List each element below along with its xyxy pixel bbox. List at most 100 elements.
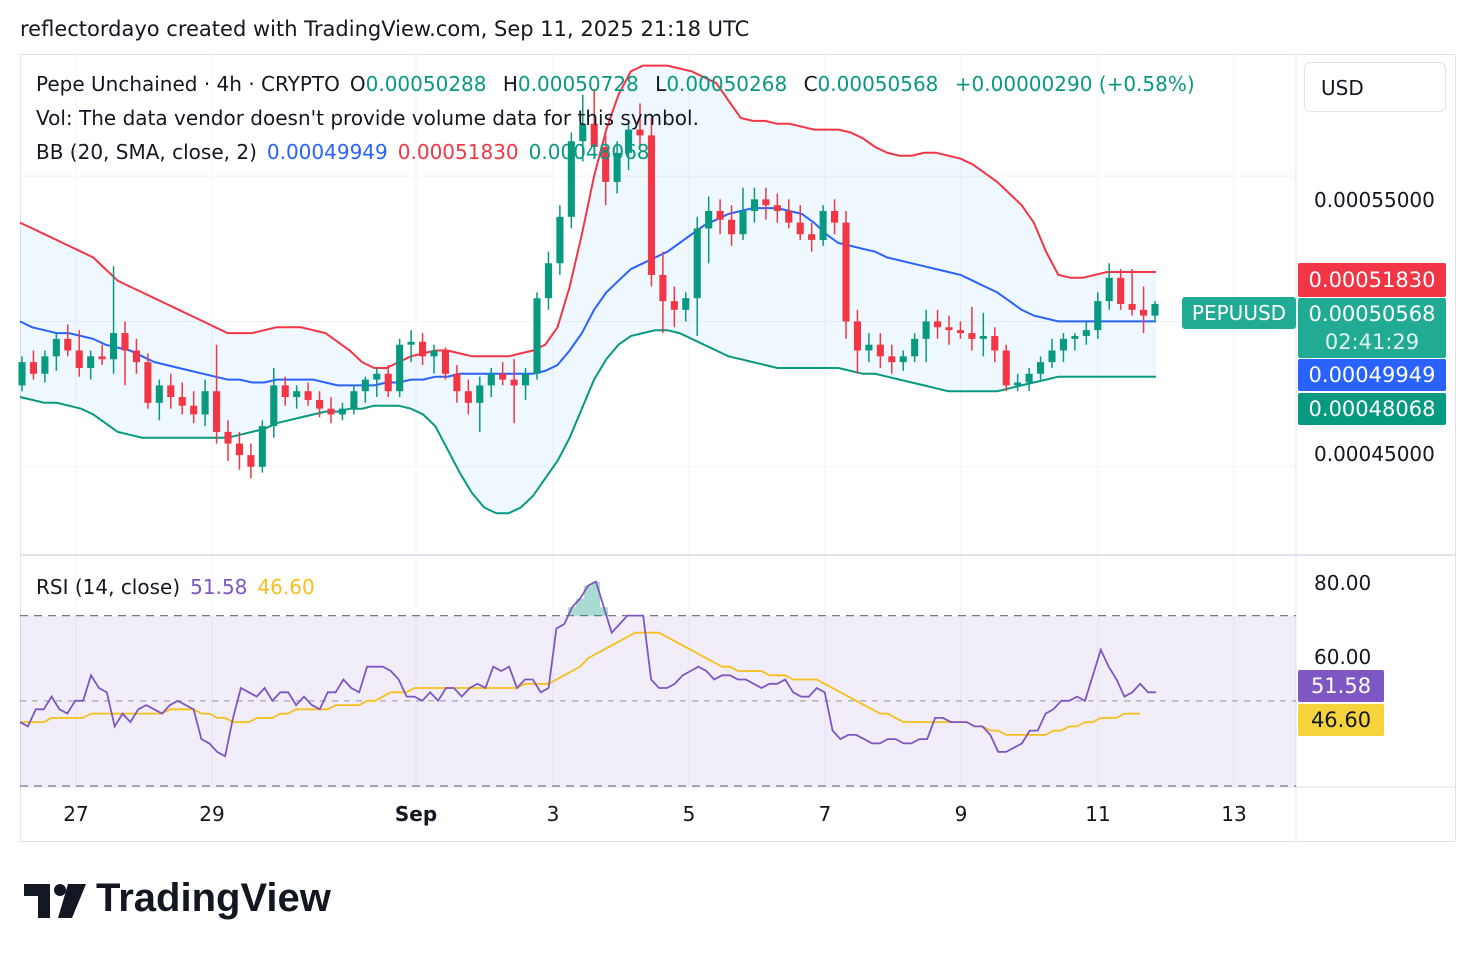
time-tick-label: 29	[199, 802, 225, 826]
candle-body	[956, 330, 964, 334]
candle-body	[258, 426, 266, 467]
candle-body	[716, 210, 724, 220]
candle-body	[876, 344, 884, 357]
time-tick-label: 13	[1221, 802, 1247, 826]
candle-body	[842, 222, 850, 322]
candle-body	[1151, 304, 1159, 316]
time-tick-label: Sep	[394, 802, 438, 826]
legend-rsi-label: RSI (14, close)	[36, 575, 181, 599]
candle-body	[510, 379, 518, 386]
candle-body	[750, 199, 758, 211]
rsi-value-tag: 51.58	[1298, 670, 1384, 702]
candle-body	[945, 327, 953, 331]
last-price-value: 0.00050568	[1308, 302, 1436, 326]
currency-selector[interactable]: USD	[1304, 62, 1446, 112]
candle-body	[1105, 277, 1113, 302]
time-tick-label: 27	[63, 802, 89, 826]
candle-body	[934, 321, 942, 328]
legend-bb-lower: 0.00048068	[528, 140, 650, 164]
bb-basis-line	[19, 207, 1156, 387]
candle-body	[1094, 301, 1102, 331]
candle-body	[132, 350, 140, 363]
legend-volume-note: Vol: The data vendor doesn't provide vol…	[36, 106, 699, 130]
candle-body	[1082, 330, 1090, 336]
price-tick-high: 0.00055000	[1314, 188, 1435, 212]
candle-body	[247, 455, 255, 467]
bb-basis-price-tag: 0.00049949	[1298, 359, 1446, 391]
legend-open-label: O	[349, 72, 366, 96]
candle-body	[304, 391, 312, 400]
candle-body	[110, 333, 118, 360]
candle-body	[659, 274, 667, 302]
candle-body	[441, 350, 449, 374]
legend-high-label: H	[502, 72, 518, 96]
legend-bb-label: BB (20, SMA, close, 2)	[36, 140, 257, 164]
candle-body	[922, 321, 930, 339]
candle-body	[350, 391, 358, 409]
candle-body	[888, 356, 896, 363]
bb-lower-line	[19, 329, 1156, 515]
candle-body	[407, 341, 415, 345]
symbol-price-label: PEPUUSD	[1182, 297, 1296, 329]
time-tick-label: 9	[954, 802, 968, 826]
candle-body	[384, 373, 392, 392]
candle-body	[1002, 350, 1010, 386]
time-tick-label: 3	[546, 802, 560, 826]
candle-body	[98, 356, 106, 360]
legend-bollinger[interactable]: BB (20, SMA, close, 2) 0.00049949 0.000518…	[36, 140, 660, 164]
bar-countdown: 02:41:29	[1324, 330, 1420, 354]
candle-body	[293, 391, 301, 398]
legend-high: 0.00050728	[517, 72, 639, 96]
candle-body	[327, 408, 335, 415]
candle-body	[87, 356, 95, 368]
legend-symbol[interactable]: Pepe Unchained · 4h · CRYPTO	[36, 72, 340, 96]
rsi-line	[19, 580, 1156, 758]
candle-body	[1117, 277, 1125, 304]
candle-body	[1128, 304, 1136, 310]
candle-body	[487, 373, 495, 386]
candle-body	[808, 234, 816, 241]
price-legend-ohlc: Pepe Unchained · 4h · CRYPTO O0.00050288 …	[36, 72, 1205, 96]
rsi-tick-60: 60.00	[1314, 645, 1372, 669]
candle-body	[224, 431, 232, 444]
candle-body	[1059, 338, 1067, 351]
candle-body	[682, 298, 690, 310]
candle-body	[647, 135, 655, 275]
candle-body	[144, 362, 152, 403]
legend-low: 0.00050268	[666, 72, 788, 96]
candle-body	[625, 129, 633, 153]
candle-body	[75, 350, 83, 368]
candle-body	[190, 405, 198, 415]
candle-body	[739, 210, 747, 235]
bb-fill	[20, 65, 1156, 514]
candle-body	[430, 350, 438, 357]
candle-body	[544, 263, 552, 299]
candle-body	[270, 385, 278, 427]
candle-body	[693, 228, 701, 299]
bb-lower-price-tag: 0.00048068	[1298, 393, 1446, 425]
candle-body	[155, 385, 163, 403]
candle-body	[899, 356, 907, 363]
legend-close: 0.00050568	[817, 72, 939, 96]
candle-body	[453, 373, 461, 392]
candle-body	[18, 362, 26, 386]
candle-body	[636, 129, 644, 136]
candle-body	[602, 147, 610, 182]
candle-body	[281, 385, 289, 398]
legend-rsi-value: 51.58	[190, 575, 248, 599]
candle-body	[991, 335, 999, 351]
rsi-tick-80: 80.00	[1314, 571, 1372, 595]
tradingview-logo-icon	[24, 884, 86, 918]
candle-body	[1025, 373, 1033, 383]
candle-body	[579, 123, 587, 142]
candle-body	[1037, 362, 1045, 374]
candle-body	[911, 338, 919, 357]
legend-rsi[interactable]: RSI (14, close) 51.58 46.60	[36, 575, 325, 599]
candle-body	[64, 338, 72, 351]
last-price-tag: 0.00050568 02:41:29	[1298, 298, 1446, 358]
candle-body	[419, 341, 427, 357]
candle-body	[522, 373, 530, 386]
candle-body	[968, 333, 976, 339]
candle-body	[213, 391, 221, 432]
